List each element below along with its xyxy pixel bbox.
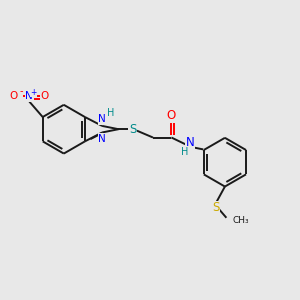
Text: S: S: [129, 123, 136, 136]
Text: N: N: [186, 136, 194, 149]
Text: O: O: [167, 109, 176, 122]
Text: N: N: [98, 134, 106, 144]
Text: S: S: [212, 201, 220, 214]
Text: O: O: [10, 91, 18, 101]
Text: CH₃: CH₃: [233, 216, 250, 225]
Text: N: N: [98, 114, 106, 124]
Text: N: N: [26, 91, 33, 101]
Text: +: +: [31, 88, 37, 97]
Text: H: H: [182, 147, 189, 157]
Text: H: H: [107, 108, 115, 118]
Text: -: -: [19, 86, 23, 96]
Text: O: O: [41, 91, 49, 101]
